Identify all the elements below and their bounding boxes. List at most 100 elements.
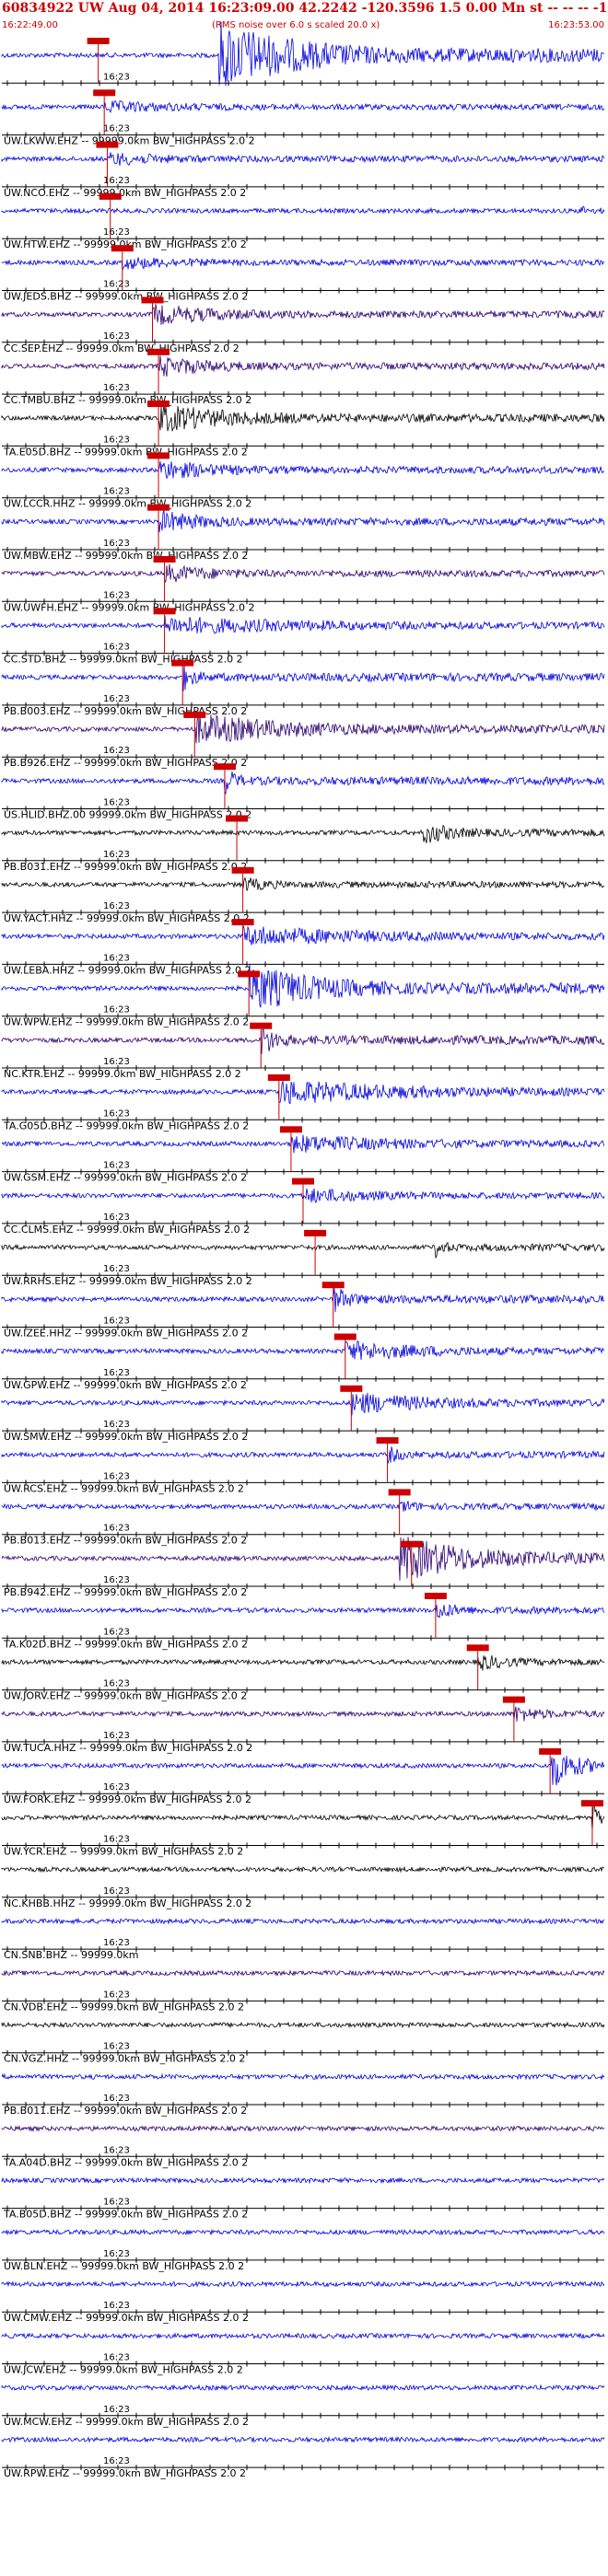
- waveform: [1, 510, 605, 533]
- waveform: [1, 1537, 605, 1581]
- pick-marker: [99, 192, 122, 200]
- minute-label: 16:23: [103, 2198, 130, 2208]
- station-label: NC.KHBB.HHZ -- 99999.0km BW_HIGHPASS 2.0…: [4, 1897, 251, 1909]
- minute-label: 16:23: [103, 1990, 130, 2000]
- waveform: [1, 824, 605, 843]
- start-time: 16:22:49.00: [2, 20, 58, 30]
- minute-label: 16:23: [103, 2405, 130, 2415]
- waveform: [1, 1654, 605, 1671]
- minute-label: 16:23: [103, 1938, 130, 1948]
- end-time: 16:23:53.00: [548, 20, 604, 30]
- pick-marker: [87, 38, 110, 44]
- time-ticks: [6, 287, 598, 294]
- pick-marker: [539, 1747, 562, 1755]
- time-ticks: [6, 1635, 598, 1642]
- station-label: UW.UWFH.EHZ -- 99999.0km BW_HIGHPASS 2.0…: [4, 601, 255, 613]
- minute-label: 16:23: [103, 227, 130, 238]
- pick-marker: [153, 608, 176, 615]
- waveform: [1, 924, 605, 946]
- time-ticks: [6, 961, 598, 968]
- minute-label: 16:23: [103, 2094, 130, 2104]
- minute-label: 16:23: [103, 2145, 130, 2155]
- time-ticks: [6, 132, 598, 138]
- scale-note: (RMS noise over 6.0 s scaled 20.0 x): [212, 20, 380, 30]
- minute-label: 16:23: [103, 72, 130, 82]
- time-ticks: [6, 754, 598, 760]
- waveform: [1, 1802, 605, 1831]
- waveform: [1, 2332, 605, 2340]
- waveform: [1, 257, 605, 272]
- waveform: [1, 772, 605, 795]
- pick-marker: [376, 1437, 399, 1445]
- minute-label: 16:23: [103, 1471, 130, 1481]
- minute-label: 16:23: [103, 280, 130, 290]
- station-label: UW.JEDS.BHZ -- 99999.0km BW_HIGHPASS 2.0…: [4, 291, 248, 303]
- minute-label: 16:23: [103, 1731, 130, 1741]
- time-ticks: [6, 2465, 598, 2471]
- minute-label: 16:23: [103, 331, 130, 342]
- waveform: [1, 21, 605, 87]
- time-ticks: [6, 80, 598, 87]
- pick-marker: [226, 815, 249, 822]
- pick-marker: [424, 1593, 447, 1599]
- waveform: [1, 1081, 605, 1105]
- time-ticks: [6, 1324, 598, 1330]
- time-ticks: [6, 2257, 598, 2263]
- station-label: UW.FORK.EHZ -- 99999.0km BW_HIGHPASS 2.0…: [4, 1793, 251, 1805]
- pick-marker: [400, 1540, 423, 1548]
- station-label: UW.TUCA.HHZ -- 99999.0km BW_HIGHPASS 2.0…: [4, 1742, 252, 1754]
- waveform: [1, 403, 605, 432]
- pick-marker: [147, 504, 170, 511]
- station-label: PB.B031.EHZ -- 99999.0km BW_HIGHPASS 2.0…: [4, 861, 247, 873]
- station-label: UW.YCR.EHZ -- 99999.0km BW_HIGHPASS 2.0 …: [4, 1846, 243, 1858]
- waveform: [1, 355, 605, 377]
- time-ticks: [6, 1065, 598, 1071]
- waveform: [1, 1756, 605, 1786]
- minute-label: 16:23: [103, 1005, 130, 1015]
- pick-marker: [96, 141, 119, 148]
- station-label: CC.CLMS.EHZ -- 99999.0km BW_HIGHPASS 2.0…: [4, 1224, 250, 1236]
- time-ticks: [6, 1584, 598, 1589]
- minute-label: 16:23: [103, 2353, 130, 2363]
- station-label: PB.B013.EHZ -- 99999.0km BW_HIGHPASS 2.0…: [4, 1535, 247, 1547]
- time-ticks: [6, 857, 598, 864]
- minute-label: 16:23: [103, 901, 130, 911]
- event-title: 60834922 UW Aug 04, 2014 16:23:09.00 42.…: [2, 1, 608, 16]
- station-label: UW.GPW.EHZ -- 99999.0km BW_HIGHPASS 2.0 …: [4, 1379, 247, 1391]
- minute-label: 16:23: [103, 539, 130, 549]
- time-ticks: [6, 2049, 598, 2056]
- waveform: [1, 1340, 605, 1361]
- station-label: PB.B942.EHZ -- 99999.0km BW_HIGHPASS 2.0…: [4, 1586, 247, 1598]
- waveform: [1, 2072, 605, 2081]
- minute-label: 16:23: [103, 383, 130, 393]
- time-ticks: [6, 1479, 598, 1486]
- minute-label: 16:23: [103, 487, 130, 497]
- minute-label: 16:23: [103, 694, 130, 704]
- station-label: UW.WPW.EHZ -- 99999.0km BW_HIGHPASS 2.0 …: [4, 1016, 249, 1028]
- station-label: TA.G05D.BHZ -- 99999.0km BW_HIGHPASS 2.0…: [3, 1120, 249, 1131]
- station-label: UW.JCW.EHZ -- 99999.0km BW_HIGHPASS 2.0 …: [4, 2364, 243, 2376]
- minute-label: 16:23: [103, 2456, 130, 2466]
- waveform: [1, 1865, 605, 1874]
- waveform: [1, 714, 605, 744]
- time-ticks: [6, 1117, 598, 1123]
- time-ticks: [6, 1168, 598, 1175]
- pick-marker: [171, 659, 194, 667]
- minute-label: 16:23: [103, 1627, 130, 1637]
- station-label: UW.RCS.EHZ -- 99999.0km BW_HIGHPASS 2.0 …: [4, 1482, 244, 1494]
- minute-label: 16:23: [103, 1524, 130, 1534]
- record-header: 60834922 UW Aug 04, 2014 16:23:09.00 42.…: [0, 0, 608, 37]
